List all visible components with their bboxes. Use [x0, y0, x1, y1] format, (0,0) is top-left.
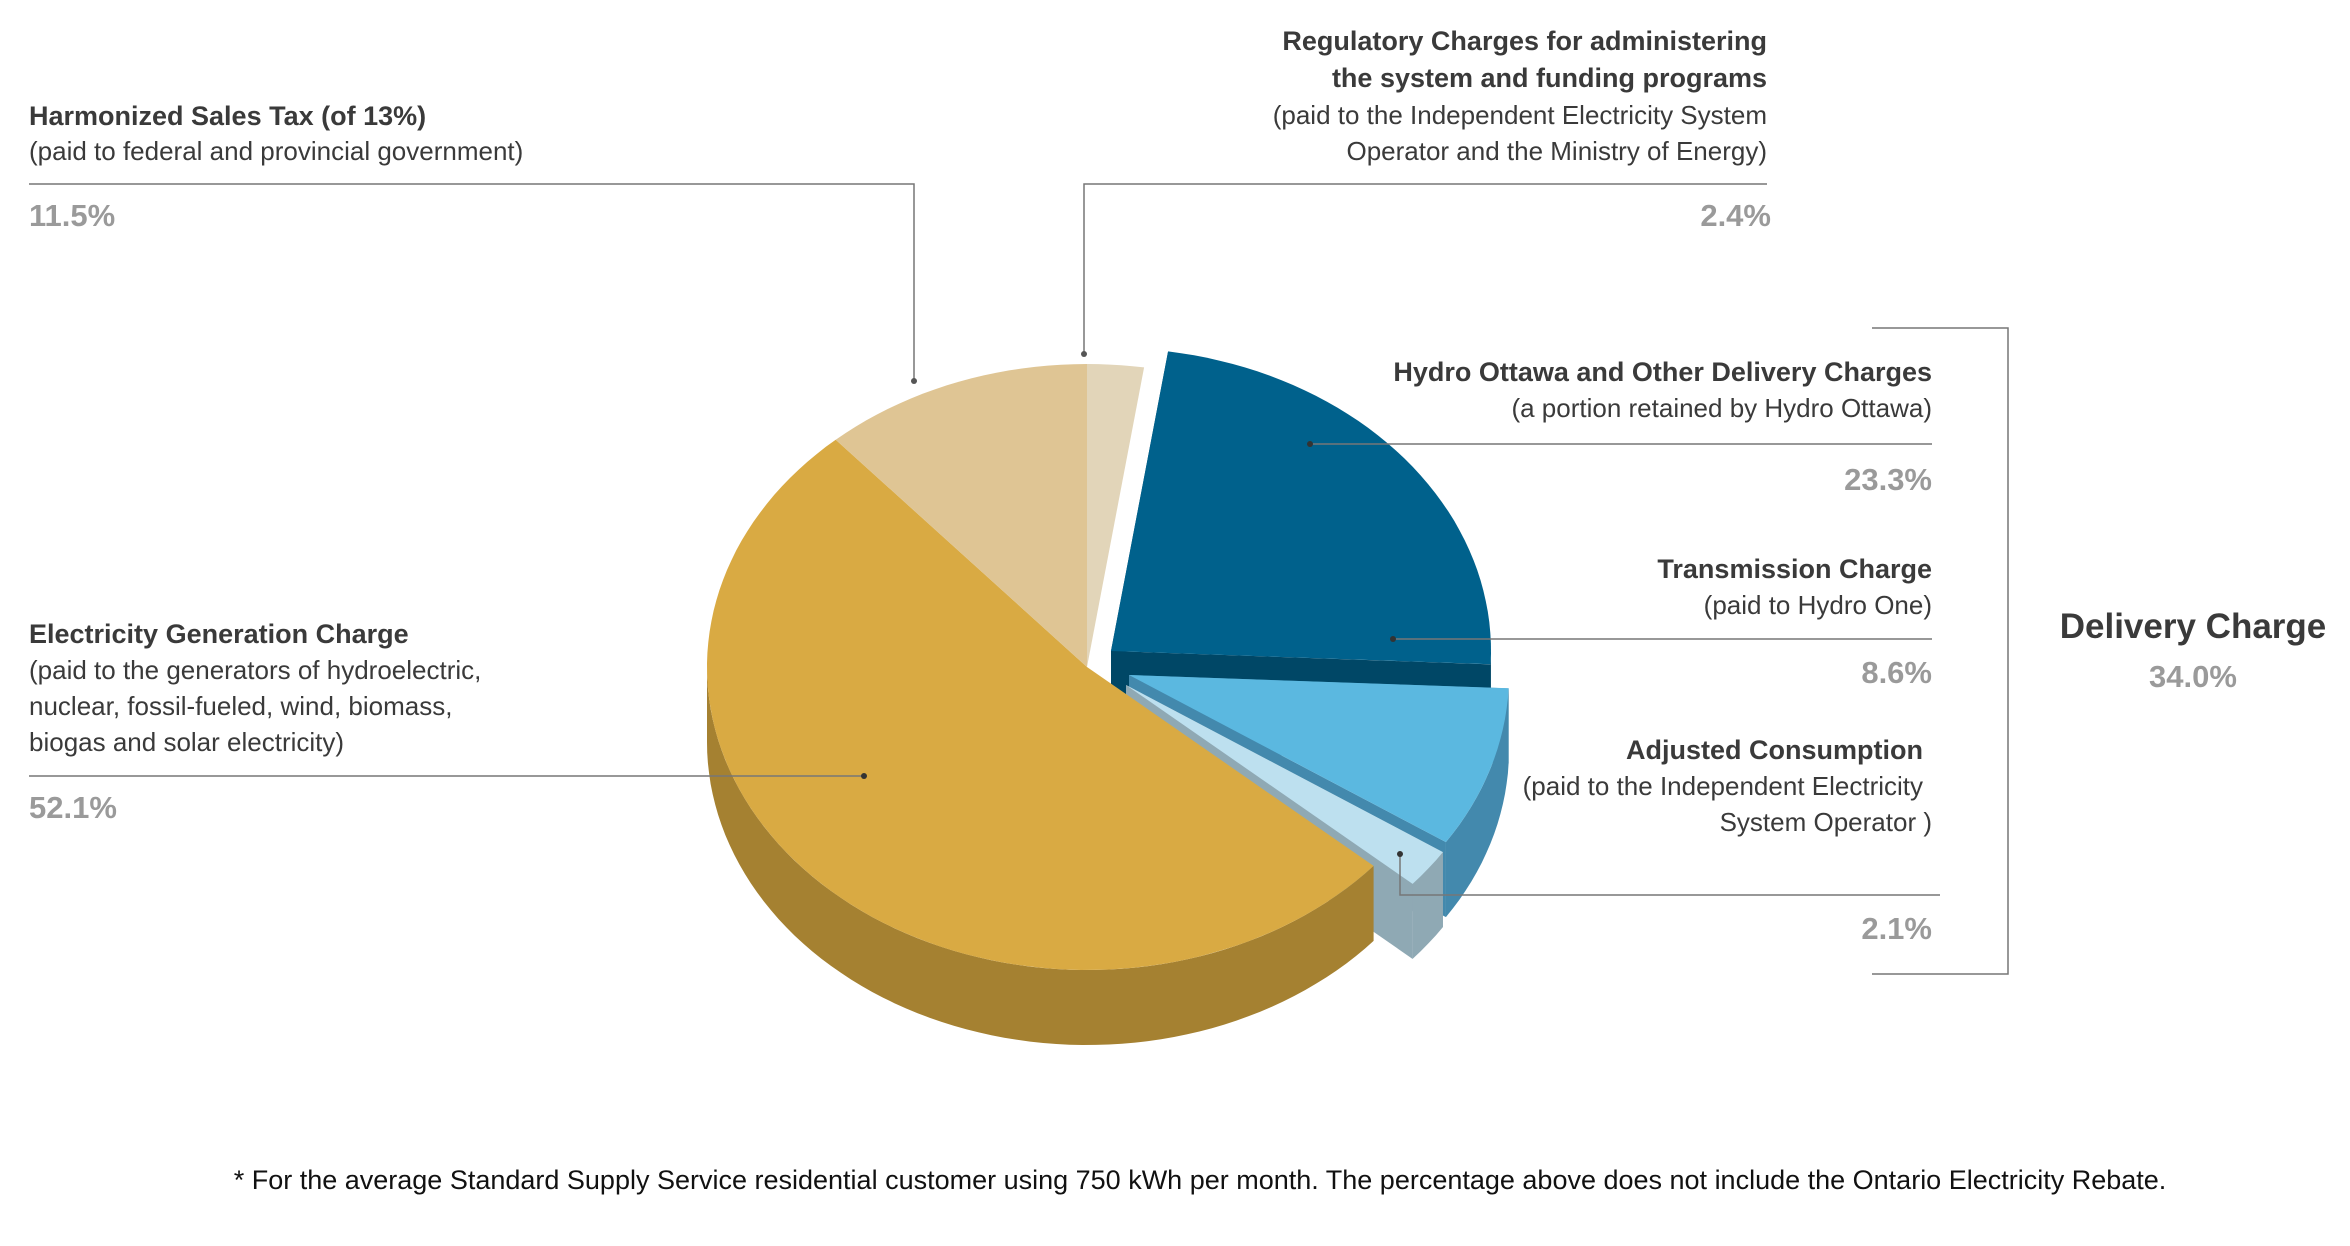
slice-title: Regulatory Charges for administering: [1282, 26, 1767, 56]
slice-percent: 11.5%: [29, 198, 115, 233]
slice-title: Electricity Generation Charge: [29, 619, 409, 649]
leader-regulatory: [1083, 183, 1767, 354]
slice-side-transmission: [1445, 688, 1509, 918]
slice-subtitle: System Operator ): [1720, 807, 1932, 837]
slice-transmission: [1129, 675, 1509, 843]
label-hydro-ottawa: Hydro Ottawa and Other Delivery Charges …: [1393, 357, 1932, 497]
slice-subtitle: biogas and solar electricity): [29, 727, 344, 757]
leader-dot: [1397, 851, 1403, 857]
label-hst: Harmonized Sales Tax (of 13%) (paid to f…: [29, 101, 523, 233]
slice-subtitle: (paid to federal and provincial governme…: [29, 136, 523, 166]
slice-percent: 52.1%: [29, 790, 117, 825]
leader-dot: [861, 773, 867, 779]
slice-percent: 2.1%: [1861, 911, 1932, 946]
slice-title: Transmission Charge: [1657, 554, 1932, 584]
leader-adjusted: [1399, 854, 1940, 896]
slice-title: Harmonized Sales Tax (of 13%): [29, 101, 426, 131]
slice-regulatory: [1087, 364, 1145, 667]
group-title: Delivery Charge: [2060, 607, 2327, 646]
pie-slices: [707, 351, 1509, 1045]
leader-dot: [1307, 441, 1313, 447]
label-transmission: Transmission Charge (paid to Hydro One) …: [1657, 554, 1932, 690]
slice-side-adjusted-consumption: [1412, 852, 1443, 959]
slice-side-generation: [707, 667, 1374, 1045]
slice-subtitle: (paid to the Independent Electricity: [1523, 771, 1923, 801]
slice-percent: 2.4%: [1700, 198, 1771, 233]
slice-percent: 8.6%: [1861, 655, 1932, 690]
label-delivery-charge: Delivery Charge 34.0%: [2060, 607, 2327, 694]
footnote: * For the average Standard Supply Servic…: [234, 1165, 2167, 1195]
slice-subtitle: (paid to Hydro One): [1704, 590, 1932, 620]
slice-subtitle: (paid to the generators of hydroelectric…: [29, 655, 481, 685]
label-regulatory: Regulatory Charges for administering the…: [1273, 26, 1771, 233]
slice-hydro-ottawa: [1111, 351, 1491, 665]
leader-lines: [29, 183, 2009, 975]
delivery-bracket: [1872, 327, 2009, 975]
label-adjusted-consumption: Adjusted Consumption (paid to the Indepe…: [1523, 735, 1932, 946]
slice-title: the system and funding programs: [1332, 63, 1767, 93]
label-generation: Electricity Generation Charge (paid to t…: [29, 619, 481, 825]
leader-dot: [1081, 351, 1087, 357]
slice-subtitle: Operator and the Ministry of Energy): [1346, 136, 1767, 166]
slice-subtitle: (paid to the Independent Electricity Sys…: [1273, 100, 1767, 130]
slice-adjusted-consumption: [1126, 685, 1443, 884]
slice-hst: [835, 364, 1087, 667]
slice-generation: [707, 439, 1374, 970]
leader-dot: [911, 378, 917, 384]
slice-subtitle: (a portion retained by Hydro Ottawa): [1511, 393, 1932, 423]
leader-dot: [1390, 636, 1396, 642]
leader-hst: [29, 183, 915, 381]
slice-subtitle: nuclear, fossil-fueled, wind, biomass,: [29, 691, 452, 721]
slice-percent: 23.3%: [1844, 462, 1932, 497]
group-percent: 34.0%: [2149, 659, 2237, 694]
slice-title: Hydro Ottawa and Other Delivery Charges: [1393, 357, 1932, 387]
slice-title: Adjusted Consumption: [1626, 735, 1923, 765]
